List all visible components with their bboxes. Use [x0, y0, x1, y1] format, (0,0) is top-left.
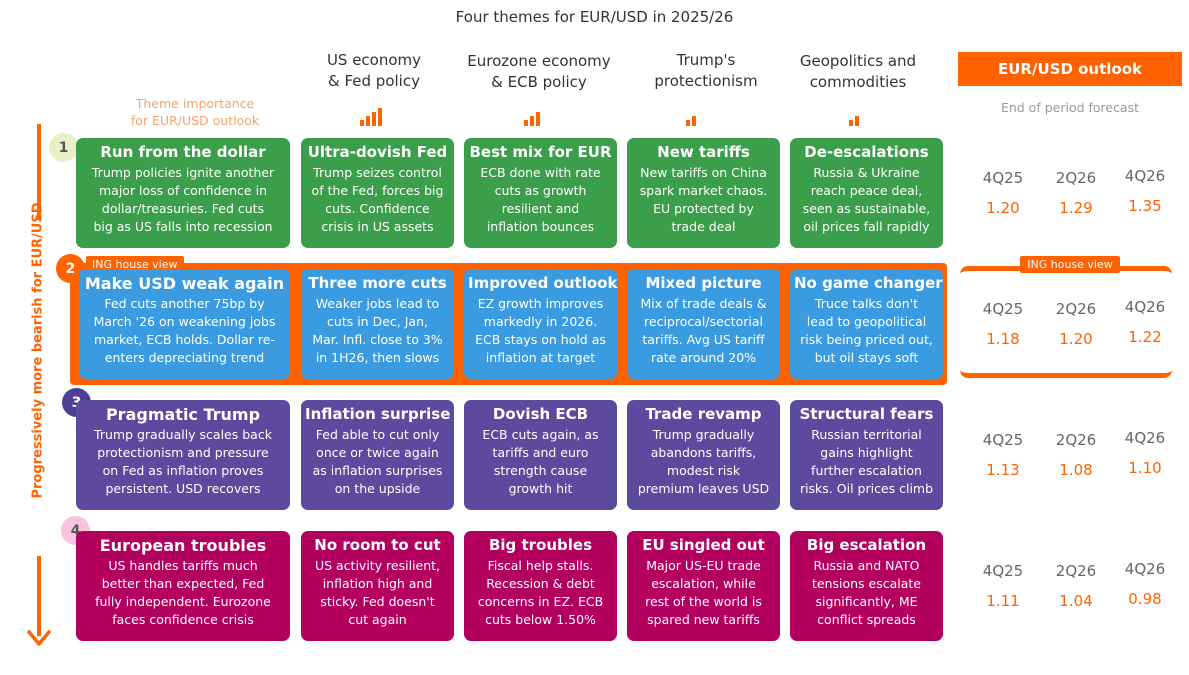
card-dovish-ecb: Dovish ECB ECB cuts again, as tariffs and…	[464, 400, 617, 510]
theme-header-us-economy: US economy & Fed policy	[326, 51, 422, 90]
forecast-1-4q25: 4Q25 1.20	[982, 169, 1024, 217]
importance-bar	[692, 116, 696, 126]
importance-bar	[378, 108, 382, 126]
forecast-2-4q26: 4Q26 1.22	[1124, 298, 1166, 346]
card-best-mix-for-eur: Best mix for EUR ECB done with rate cuts …	[464, 138, 617, 248]
importance-bars-protectionism	[686, 106, 696, 126]
chart-title: Four themes for EUR/USD in 2025/26	[455, 8, 734, 26]
importance-bar	[849, 120, 853, 126]
card-structural-fears: Structural fears Russian territorial gain…	[790, 400, 943, 510]
importance-bar	[530, 116, 534, 126]
end-of-period-label: End of period forecast	[1000, 100, 1140, 115]
scenario-badge-1: 1	[49, 133, 78, 162]
card-three-more-cuts: Three more cuts Weaker jobs lead to cuts …	[301, 269, 454, 379]
forecast-1-2q26: 2Q26 1.29	[1055, 169, 1097, 217]
importance-bar	[360, 120, 364, 126]
card-pragmatic-trump: Pragmatic Trump Trump gradually scales b…	[76, 400, 290, 510]
card-european-troubles: European troubles US handles tariffs muc…	[76, 531, 290, 641]
importance-bars-eurozone	[524, 106, 540, 126]
card-eu-singled-out: EU singled out Major US-EU trade escalati…	[627, 531, 780, 641]
card-de-escalations: De-escalations Russia & Ukraine reach pea…	[790, 138, 943, 248]
theme-header-geopolitics: Geopolitics and commodities	[799, 52, 917, 91]
forecast-3-4q25: 4Q25 1.13	[982, 431, 1024, 479]
card-no-room-to-cut: No room to cut US activity resilient, inf…	[301, 531, 454, 641]
importance-bar	[536, 112, 540, 126]
importance-bars-geopolitics	[849, 106, 859, 126]
forecast-2-2q26: 2Q26 1.20	[1055, 300, 1097, 348]
axis-label: Progressively more bearish for EUR/USD	[30, 201, 46, 499]
card-make-usd-weak-again: Make USD weak again Fed cuts another 75b…	[79, 269, 290, 379]
ing-house-view-forecast-tag: ING house view	[1020, 256, 1120, 273]
forecast-3-4q26: 4Q26 1.10	[1124, 429, 1166, 477]
card-trade-revamp: Trade revamp Trump gradually abandons tar…	[627, 400, 780, 510]
arrow-down-icon	[27, 630, 51, 646]
forecast-2-4q25: 4Q25 1.18	[982, 300, 1024, 348]
card-inflation-surprise: Inflation surprise Fed able to cut only o…	[301, 400, 454, 510]
card-improved-outlook: Improved outlook EZ growth improves marke…	[464, 269, 617, 379]
importance-bar	[524, 120, 528, 126]
card-no-game-changer: No game changer Truce talks don't lead to…	[790, 269, 943, 379]
importance-bar	[855, 116, 859, 126]
forecast-4-4q25: 4Q25 1.11	[982, 562, 1024, 610]
card-mixed-picture: Mixed picture Mix of trade deals & recipr…	[627, 269, 780, 379]
card-run-from-the-dollar: Run from the dollar Trump policies ignit…	[76, 138, 290, 248]
axis-arrow-top	[37, 124, 41, 220]
card-new-tariffs: New tariffs New tariffs on China spark ma…	[627, 138, 780, 248]
card-big-troubles: Big troubles Fiscal help stalls. Recessio…	[464, 531, 617, 641]
theme-header-eurozone-economy: Eurozone economy & ECB policy	[467, 52, 611, 91]
forecast-4-4q26: 4Q26 0.98	[1124, 560, 1166, 608]
eurusd-outlook-header: EUR/USD outlook	[958, 52, 1182, 86]
ing-house-view-tag: ING house view	[86, 256, 184, 273]
axis-arrow-bottom	[37, 556, 41, 636]
theme-importance-label: Theme importance for EUR/USD outlook	[130, 96, 260, 128]
forecast-4-2q26: 2Q26 1.04	[1055, 562, 1097, 610]
forecast-3-2q26: 2Q26 1.08	[1055, 431, 1097, 479]
importance-bar	[686, 120, 690, 126]
theme-header-protectionism: Trump's protectionism	[654, 51, 758, 90]
card-ultra-dovish-fed: Ultra-dovish Fed Trump seizes control of …	[301, 138, 454, 248]
importance-bar	[366, 116, 370, 126]
forecast-1-4q26: 4Q26 1.35	[1124, 167, 1166, 215]
card-big-escalation: Big escalation Russia and NATO tensions e…	[790, 531, 943, 641]
importance-bar	[372, 112, 376, 126]
importance-bars-us-economy	[360, 106, 382, 126]
